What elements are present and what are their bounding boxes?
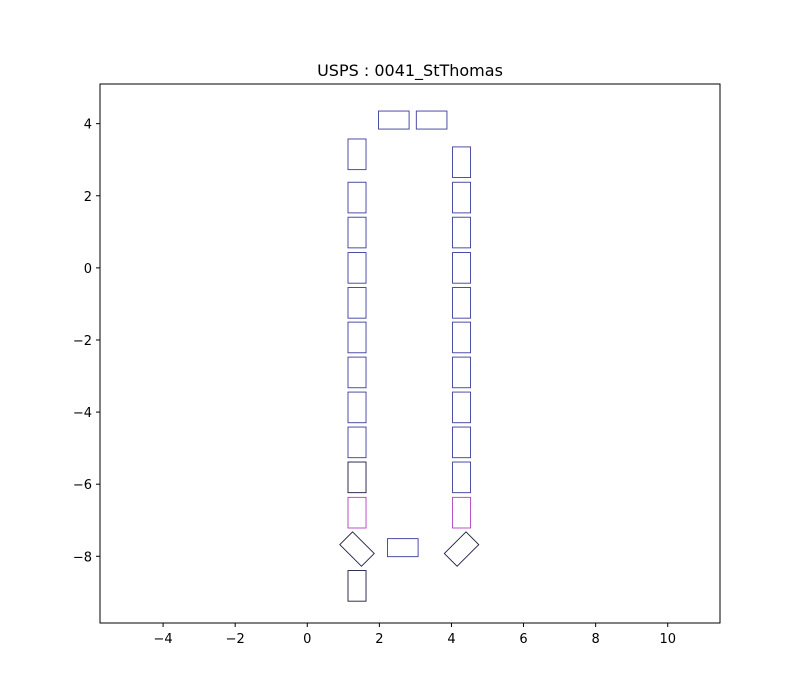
stall-rect <box>347 216 367 249</box>
x-tick-label: 10 <box>659 632 676 647</box>
stall-rect <box>347 252 367 284</box>
stall-rect <box>347 496 367 529</box>
stall-rect <box>452 496 472 529</box>
x-tick-label: −4 <box>153 632 172 647</box>
y-tick-label: 2 <box>84 190 92 205</box>
stall-rect <box>347 391 367 424</box>
x-tick-label: −2 <box>226 632 245 647</box>
stall-rect <box>347 426 367 459</box>
x-tick-label: 6 <box>519 632 527 647</box>
stall-rect <box>347 138 367 171</box>
stall-rect <box>452 321 472 354</box>
stall-rect <box>452 356 472 389</box>
stall-rect <box>347 181 367 214</box>
stall-rect <box>347 570 367 602</box>
plot-marks <box>339 110 480 602</box>
stall-rect <box>452 181 472 214</box>
stall-rect <box>347 287 367 319</box>
chart-title: USPS : 0041_StThomas <box>317 61 503 81</box>
y-tick-label: −6 <box>73 478 92 493</box>
stall-rect <box>452 391 472 424</box>
stall-rect <box>347 321 367 354</box>
stall-rect <box>452 461 472 494</box>
x-tick-label: 0 <box>303 632 311 647</box>
y-tick-label: −2 <box>73 334 92 349</box>
x-tick-label: 2 <box>375 632 383 647</box>
y-tick-label: −8 <box>73 550 92 565</box>
stall-rect <box>452 146 472 179</box>
stall-rect <box>347 356 367 389</box>
plot-frame <box>99 83 721 624</box>
stall-rect <box>452 252 472 284</box>
axis-ticks: −4 −2 0 2 4 6 8 10 4 2 0 −2 −4 −6 −8 <box>73 118 676 647</box>
y-tick-label: −4 <box>73 406 92 421</box>
stall-rect <box>452 287 472 319</box>
y-tick-label: 4 <box>84 118 92 133</box>
stall-rect <box>378 110 410 130</box>
stall-rect <box>452 426 472 459</box>
stall-rect <box>452 216 472 249</box>
x-tick-label: 4 <box>447 632 455 647</box>
stall-rect <box>443 531 480 567</box>
stall-rect <box>339 531 375 567</box>
stall-rect <box>387 538 419 558</box>
stall-rect <box>415 110 448 130</box>
x-tick-label: 8 <box>591 632 599 647</box>
y-tick-label: 0 <box>84 262 92 277</box>
stall-rect <box>347 461 367 494</box>
